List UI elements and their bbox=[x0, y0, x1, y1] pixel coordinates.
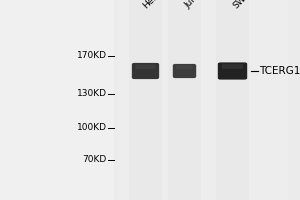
Text: 100KD: 100KD bbox=[76, 123, 106, 132]
Bar bbox=[168, 0, 201, 200]
Text: 170KD: 170KD bbox=[76, 51, 106, 60]
Bar bbox=[216, 0, 249, 200]
FancyBboxPatch shape bbox=[136, 65, 155, 69]
FancyBboxPatch shape bbox=[173, 64, 196, 78]
Text: Jurkat: Jurkat bbox=[183, 0, 208, 10]
FancyBboxPatch shape bbox=[222, 64, 243, 69]
Bar bbox=[129, 0, 162, 200]
Text: HeLa: HeLa bbox=[141, 0, 164, 10]
FancyBboxPatch shape bbox=[176, 65, 193, 69]
FancyBboxPatch shape bbox=[218, 62, 247, 80]
Text: 70KD: 70KD bbox=[82, 156, 106, 164]
Text: SW480: SW480 bbox=[231, 0, 260, 10]
FancyBboxPatch shape bbox=[132, 63, 159, 79]
Bar bbox=[117, 0, 288, 200]
Text: TCERG1: TCERG1 bbox=[260, 66, 300, 76]
Bar bbox=[114, 0, 300, 200]
Text: 130KD: 130KD bbox=[76, 90, 106, 98]
